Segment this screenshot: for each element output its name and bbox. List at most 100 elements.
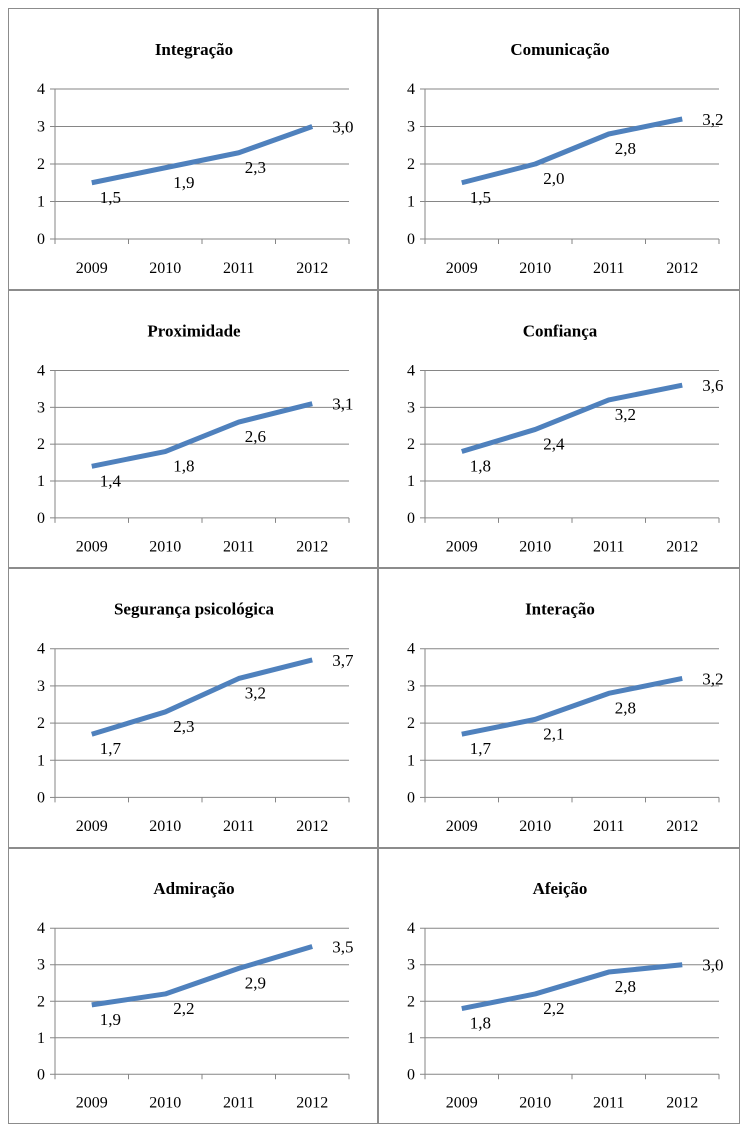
- data-label: 1,9: [173, 173, 194, 192]
- y-tick-label: 1: [37, 194, 45, 211]
- data-label: 2,2: [543, 999, 564, 1018]
- y-tick-label: 4: [407, 362, 415, 379]
- data-label: 3,6: [702, 376, 723, 395]
- data-label: 2,8: [615, 139, 636, 158]
- data-label: 1,8: [470, 1014, 491, 1033]
- y-tick-label: 4: [407, 81, 415, 98]
- x-tick-label: 2010: [149, 818, 181, 835]
- y-tick-label: 2: [37, 156, 45, 173]
- data-label: 2,8: [615, 977, 636, 996]
- y-tick-label: 0: [37, 789, 45, 806]
- chart-title: Afeição: [533, 879, 588, 898]
- chart-title: Integração: [155, 40, 233, 59]
- x-tick-label: 2010: [149, 260, 181, 277]
- y-tick-label: 1: [407, 1030, 415, 1047]
- data-label: 2,4: [543, 434, 565, 453]
- y-tick-label: 3: [407, 399, 415, 416]
- x-tick-label: 2011: [223, 260, 254, 277]
- x-tick-label: 2009: [76, 818, 108, 835]
- series-line: [461, 676, 683, 737]
- y-tick-label: 1: [37, 1030, 45, 1047]
- y-tick-label: 2: [407, 436, 415, 453]
- chart-panel: Admiração 0 1 2 3 4 2009 2010 2011 2012 1,9 2,2 2,9 3…: [8, 848, 378, 1124]
- y-tick-label: 3: [37, 957, 45, 974]
- y-tick-label: 2: [407, 156, 415, 173]
- series-line: [91, 124, 314, 186]
- line-chart: Comunicação 0 1 2 3 4 2009 2010 2011 2012 1,5 2,0 2,…: [407, 40, 724, 277]
- chart-title: Interação: [525, 600, 595, 619]
- y-tick-label: 1: [407, 194, 415, 211]
- series-line: [461, 962, 683, 1012]
- y-tick-label: 1: [407, 752, 415, 769]
- chart-panel: Comunicação 0 1 2 3 4 2009 2010 2011 2012 1,5 2,0 2,…: [378, 8, 740, 290]
- data-label: 1,7: [470, 739, 492, 758]
- series-line: [91, 657, 313, 737]
- series-line: [461, 382, 683, 454]
- y-tick-label: 0: [407, 1066, 415, 1083]
- data-label: 2,0: [543, 169, 564, 188]
- x-tick-label: 2012: [666, 1095, 698, 1112]
- x-tick-label: 2011: [593, 260, 624, 277]
- data-label: 2,6: [245, 427, 266, 446]
- series-line: [91, 401, 313, 469]
- y-tick-label: 3: [37, 678, 45, 695]
- data-label: 2,8: [615, 698, 636, 717]
- y-tick-label: 3: [37, 399, 45, 416]
- y-tick-label: 4: [37, 362, 45, 379]
- y-tick-label: 0: [37, 231, 45, 248]
- data-label: 2,2: [173, 999, 194, 1018]
- data-label: 3,5: [332, 937, 353, 956]
- data-label: 2,3: [173, 717, 194, 736]
- x-tick-label: 2011: [223, 1095, 254, 1112]
- x-tick-label: 2009: [76, 260, 108, 277]
- line-chart: Admiração 0 1 2 3 4 2009 2010 2011 2012 1,9 2,2 2,9 3…: [37, 879, 354, 1112]
- x-tick-label: 2011: [593, 1095, 624, 1112]
- line-chart: Interação 0 1 2 3 4 2009 2010 2011 2012 1,7 2,1 2,8 3…: [407, 600, 724, 835]
- data-label: 1,8: [173, 457, 194, 476]
- x-tick-label: 2009: [446, 260, 478, 277]
- data-label: 3,2: [702, 110, 723, 129]
- y-tick-label: 2: [407, 993, 415, 1010]
- x-tick-label: 2012: [296, 260, 328, 277]
- x-tick-label: 2010: [519, 260, 551, 277]
- data-label: 1,5: [470, 188, 491, 207]
- y-tick-label: 1: [37, 473, 45, 490]
- y-tick-label: 2: [407, 715, 415, 732]
- data-label: 2,1: [543, 724, 564, 743]
- x-tick-label: 2012: [666, 818, 698, 835]
- x-tick-label: 2010: [519, 538, 551, 555]
- y-tick-label: 0: [37, 1066, 45, 1083]
- y-tick-label: 3: [407, 119, 415, 136]
- chart-title: Segurança psicológica: [114, 600, 275, 619]
- x-tick-label: 2010: [149, 538, 181, 555]
- data-label: 1,7: [100, 739, 122, 758]
- x-tick-label: 2011: [593, 818, 624, 835]
- x-tick-label: 2009: [446, 538, 478, 555]
- chart-title: Proximidade: [147, 321, 241, 340]
- data-label: 3,2: [702, 669, 723, 688]
- data-label: 3,2: [615, 405, 636, 424]
- y-tick-label: 1: [37, 752, 45, 769]
- series-line: [461, 116, 683, 186]
- y-tick-label: 3: [37, 119, 45, 136]
- data-label: 1,5: [100, 188, 121, 207]
- chart-panel: Proximidade 0 1 2 3 4 2009 2010 2011 2012 1,4 1,8 2,…: [8, 290, 378, 568]
- x-tick-label: 2009: [76, 1095, 108, 1112]
- y-tick-label: 3: [407, 957, 415, 974]
- y-tick-label: 3: [407, 678, 415, 695]
- y-tick-label: 2: [37, 993, 45, 1010]
- x-tick-label: 2009: [76, 538, 108, 555]
- x-tick-label: 2012: [666, 538, 698, 555]
- chart-title: Comunicação: [510, 40, 609, 59]
- chart-title: Admiração: [153, 879, 234, 898]
- data-label: 3,0: [702, 956, 723, 975]
- chart-panel: Integração 0 1 2 3 4 2009 2010 2011 2012 1,5 1,9 2,3…: [8, 8, 378, 290]
- line-chart: Segurança psicológica 0 1 2 3 4 2009 2010 2011 20…: [37, 600, 354, 835]
- x-tick-label: 2009: [446, 818, 478, 835]
- y-tick-label: 0: [407, 231, 415, 248]
- x-tick-label: 2012: [296, 538, 328, 555]
- y-tick-label: 4: [407, 920, 415, 937]
- chart-panel: Confiança 0 1 2 3 4 2009 2010 2011 2012 1,8 2,4 3,2 3…: [378, 290, 740, 568]
- x-tick-label: 2011: [593, 538, 624, 555]
- x-tick-label: 2012: [296, 1095, 328, 1112]
